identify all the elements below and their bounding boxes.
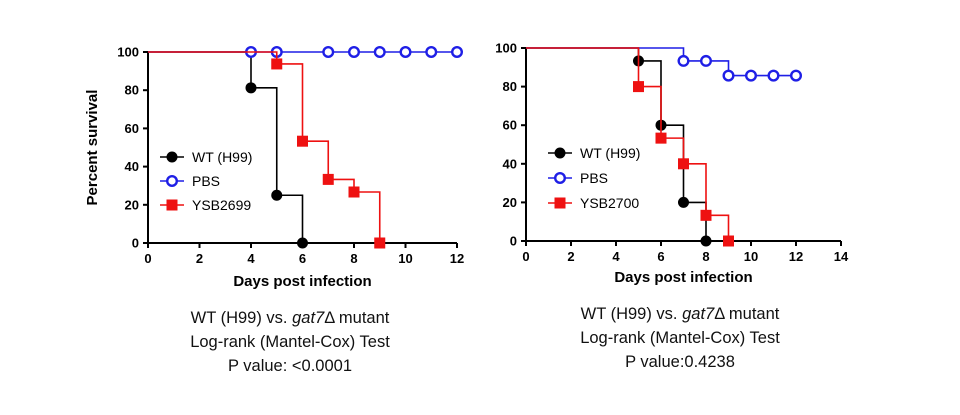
left-caption-line2: Log-rank (Mantel-Cox) Test xyxy=(190,333,390,351)
right-series-pbs xyxy=(526,47,803,82)
legend-marker xyxy=(166,151,178,163)
left-x-tick-label: 12 xyxy=(450,251,464,266)
right-y-tick-label: 40 xyxy=(503,156,517,171)
data-point xyxy=(700,54,713,67)
data-point xyxy=(655,132,667,144)
left-caption-line3: P value: <0.0001 xyxy=(227,357,352,375)
left-chart: 0 2 4 6 8 10 12 0 20 40 60 80 100 Days post infection… xyxy=(84,45,464,291)
right-x-tick-label: 8 xyxy=(702,249,709,264)
legend-label: YSB2699 xyxy=(192,197,251,213)
data-point xyxy=(322,46,335,59)
right-x-tick-label: 2 xyxy=(567,249,574,264)
legend-marker xyxy=(166,199,178,211)
data-point xyxy=(678,196,689,208)
legend-label: WT (H99) xyxy=(580,145,640,161)
left-caption: WT (H99) vs. gat7Δ mutant Log-rank (Mant… xyxy=(150,306,430,378)
data-point xyxy=(700,235,712,247)
data-point xyxy=(373,46,386,59)
data-point xyxy=(678,158,689,170)
right-x-tick-label: 4 xyxy=(612,249,620,264)
data-point xyxy=(297,135,308,147)
left-x-tick-label: 0 xyxy=(144,251,151,266)
right-y-tick-label: 60 xyxy=(503,118,517,133)
right-y-tick-label: 80 xyxy=(503,79,517,94)
left-y-tick-label: 80 xyxy=(125,83,139,98)
right-chart: 0 2 4 6 8 10 12 14 0 20 40 60 80 100 Days post infecti… xyxy=(495,41,849,287)
left-x-tick-label: 6 xyxy=(299,251,306,266)
right-y-tick-label: 20 xyxy=(503,195,517,210)
legend-label: PBS xyxy=(580,170,608,186)
data-point xyxy=(374,237,386,249)
right-caption: WT (H99) vs. gat7Δ mutant Log-rank (Mant… xyxy=(540,302,820,374)
left-y-tick-label: 100 xyxy=(117,45,139,60)
left-series-ysb2699 xyxy=(148,51,386,249)
right-series-ysb2700 xyxy=(526,47,734,247)
left-y-axis-title: Percent survival xyxy=(84,90,101,206)
data-point xyxy=(722,69,735,82)
data-point xyxy=(767,69,780,82)
right-y-tick-label: 0 xyxy=(510,234,517,249)
survival-step-line xyxy=(148,51,304,243)
data-point xyxy=(245,82,257,94)
right-legend: WT (H99) PBS YSB2700 xyxy=(548,145,640,211)
data-point xyxy=(633,81,644,93)
legend-label: WT (H99) xyxy=(192,149,252,165)
right-y-tick-label: 100 xyxy=(495,41,517,56)
right-caption-line1: WT (H99) vs. gat7Δ mutant xyxy=(580,305,780,323)
left-y-tick-label: 0 xyxy=(132,236,139,251)
right-x-tick-label: 12 xyxy=(789,249,803,264)
left-x-tick-label: 4 xyxy=(247,251,255,266)
data-point xyxy=(297,237,308,249)
data-point xyxy=(271,58,283,70)
left-y-tick-label: 20 xyxy=(125,197,139,212)
data-point xyxy=(271,189,283,201)
data-point xyxy=(677,54,690,67)
right-x-tick-label: 6 xyxy=(657,249,664,264)
right-x-tick-label: 0 xyxy=(522,249,529,264)
legend-label: YSB2700 xyxy=(580,195,639,211)
legend-label: PBS xyxy=(192,173,220,189)
data-point xyxy=(700,209,712,221)
right-x-tick-label: 14 xyxy=(834,249,849,264)
data-point xyxy=(399,46,412,59)
data-point xyxy=(790,69,803,82)
legend-marker xyxy=(165,174,178,187)
right-x-tick-label: 10 xyxy=(744,249,758,264)
left-legend: WT (H99) PBS YSB2699 xyxy=(160,149,252,213)
data-point xyxy=(348,186,360,198)
data-point xyxy=(322,173,334,185)
survival-step-line xyxy=(148,51,381,243)
left-y-tick-label: 40 xyxy=(125,159,139,174)
right-caption-line3: P value:0.4238 xyxy=(625,353,735,371)
data-point xyxy=(723,235,734,247)
left-x-tick-label: 2 xyxy=(196,251,203,266)
left-x-tick-label: 10 xyxy=(398,251,412,266)
right-caption-line2: Log-rank (Mantel-Cox) Test xyxy=(580,329,780,347)
data-point xyxy=(745,69,758,82)
legend-marker xyxy=(554,147,566,159)
data-point xyxy=(348,46,361,59)
left-caption-line1: WT (H99) vs. gat7Δ mutant xyxy=(190,309,390,327)
left-y-tick-label: 60 xyxy=(125,121,139,136)
legend-marker xyxy=(554,171,567,184)
left-x-tick-label: 8 xyxy=(350,251,357,266)
data-point xyxy=(451,46,464,59)
survival-step-line xyxy=(526,47,730,241)
data-point xyxy=(425,46,438,59)
right-x-axis-title: Days post infection xyxy=(614,269,752,286)
left-x-axis-title: Days post infection xyxy=(233,273,371,290)
legend-marker xyxy=(554,197,566,209)
